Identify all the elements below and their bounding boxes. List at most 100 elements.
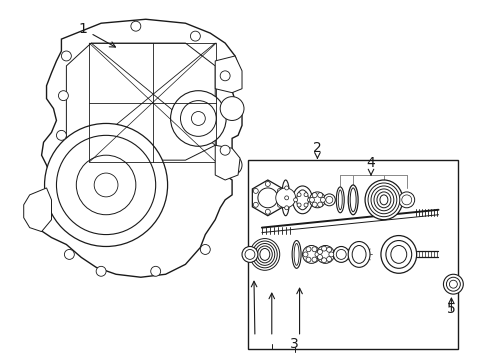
Circle shape xyxy=(244,249,254,260)
Circle shape xyxy=(311,193,317,198)
Circle shape xyxy=(56,130,66,140)
Bar xyxy=(89,43,216,162)
Circle shape xyxy=(311,202,317,207)
Circle shape xyxy=(61,51,71,61)
Circle shape xyxy=(200,244,210,255)
Ellipse shape xyxy=(281,180,289,216)
Polygon shape xyxy=(252,180,283,216)
Circle shape xyxy=(321,246,326,251)
Circle shape xyxy=(304,193,307,197)
Circle shape xyxy=(317,249,322,254)
Polygon shape xyxy=(30,19,242,277)
Ellipse shape xyxy=(376,192,390,208)
Circle shape xyxy=(333,247,348,262)
Text: 1: 1 xyxy=(79,22,115,47)
Circle shape xyxy=(302,246,320,264)
Text: 3: 3 xyxy=(290,337,298,351)
Circle shape xyxy=(284,186,288,190)
Circle shape xyxy=(220,71,230,81)
Ellipse shape xyxy=(347,242,369,267)
Circle shape xyxy=(59,91,68,100)
Text: 5: 5 xyxy=(446,302,455,316)
Ellipse shape xyxy=(296,190,308,210)
Ellipse shape xyxy=(291,240,301,268)
Circle shape xyxy=(293,198,297,202)
Ellipse shape xyxy=(370,186,396,214)
Circle shape xyxy=(220,145,230,155)
Circle shape xyxy=(180,100,216,136)
Polygon shape xyxy=(215,145,240,180)
Circle shape xyxy=(253,188,258,193)
Ellipse shape xyxy=(338,190,342,210)
Circle shape xyxy=(64,249,74,260)
Polygon shape xyxy=(215,56,242,93)
Circle shape xyxy=(326,257,331,262)
Circle shape xyxy=(443,274,462,294)
Ellipse shape xyxy=(390,246,406,264)
Bar xyxy=(247,160,457,349)
Circle shape xyxy=(307,198,311,202)
Ellipse shape xyxy=(349,188,355,212)
Circle shape xyxy=(311,257,316,262)
Text: 4: 4 xyxy=(366,156,375,170)
Circle shape xyxy=(321,258,326,263)
Circle shape xyxy=(56,135,155,235)
Circle shape xyxy=(170,91,225,146)
Ellipse shape xyxy=(385,240,411,268)
Circle shape xyxy=(309,192,325,208)
Circle shape xyxy=(284,206,288,210)
Circle shape xyxy=(265,209,270,214)
Circle shape xyxy=(398,192,414,208)
Circle shape xyxy=(222,155,242,175)
Ellipse shape xyxy=(249,239,279,270)
Circle shape xyxy=(317,193,322,198)
Circle shape xyxy=(265,181,270,186)
Ellipse shape xyxy=(292,186,312,214)
Circle shape xyxy=(96,266,106,276)
Ellipse shape xyxy=(373,189,393,211)
Circle shape xyxy=(446,277,459,291)
Circle shape xyxy=(275,188,295,208)
Circle shape xyxy=(311,247,316,252)
Text: 2: 2 xyxy=(312,141,321,155)
Circle shape xyxy=(317,202,322,207)
Ellipse shape xyxy=(347,185,357,215)
Circle shape xyxy=(297,203,301,207)
Circle shape xyxy=(336,249,346,260)
Circle shape xyxy=(303,252,307,257)
Ellipse shape xyxy=(367,183,399,217)
Circle shape xyxy=(448,280,456,288)
Circle shape xyxy=(277,188,282,193)
Ellipse shape xyxy=(379,195,387,205)
Ellipse shape xyxy=(259,248,269,260)
Circle shape xyxy=(150,266,161,276)
Circle shape xyxy=(328,252,333,257)
Circle shape xyxy=(220,96,244,121)
Polygon shape xyxy=(24,188,51,231)
Ellipse shape xyxy=(252,241,277,268)
Circle shape xyxy=(317,255,322,260)
Circle shape xyxy=(190,31,200,41)
Circle shape xyxy=(309,197,314,202)
Circle shape xyxy=(191,112,205,125)
Ellipse shape xyxy=(380,235,416,273)
Ellipse shape xyxy=(336,187,344,213)
Circle shape xyxy=(304,203,307,207)
Circle shape xyxy=(401,195,411,205)
Circle shape xyxy=(76,155,136,215)
Circle shape xyxy=(314,252,319,257)
Circle shape xyxy=(297,193,301,197)
Circle shape xyxy=(326,247,331,252)
Circle shape xyxy=(284,196,288,200)
Circle shape xyxy=(316,246,334,264)
Ellipse shape xyxy=(254,243,274,265)
Circle shape xyxy=(325,196,332,203)
Polygon shape xyxy=(66,43,215,160)
Ellipse shape xyxy=(293,243,299,265)
Circle shape xyxy=(94,173,118,197)
Circle shape xyxy=(257,188,277,208)
Circle shape xyxy=(305,257,310,262)
Circle shape xyxy=(131,21,141,31)
Circle shape xyxy=(320,197,325,202)
Circle shape xyxy=(305,247,310,252)
